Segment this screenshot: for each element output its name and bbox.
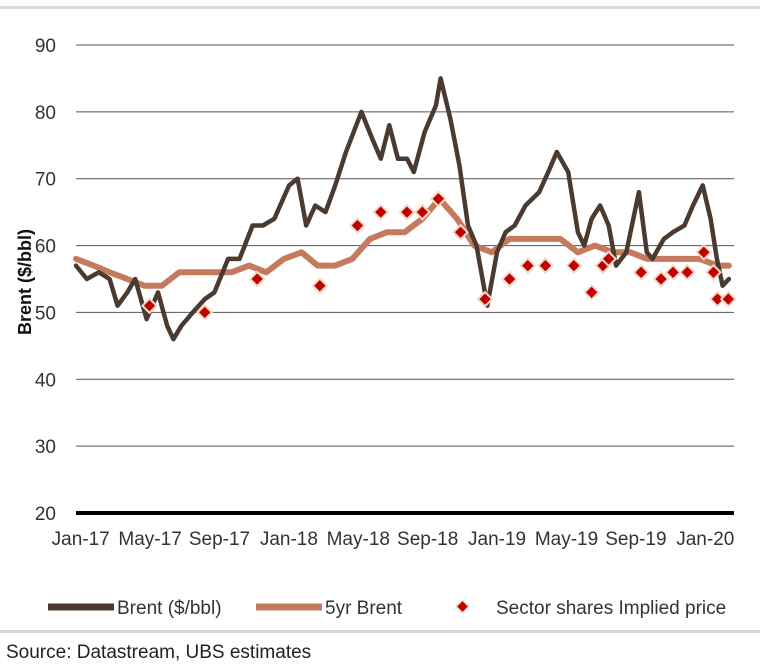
series-layer: [73, 76, 737, 342]
implied-price-point-1: [196, 303, 214, 321]
legend: Brent ($/bbl) 5yr Brent Sector shares Im…: [48, 598, 726, 619]
bottom-rule: [0, 630, 760, 633]
legend-label-implied-price: Sector shares Implied price: [496, 598, 726, 619]
implied-price-point-17: [600, 250, 618, 268]
legend-swatch-implied-price: [455, 599, 470, 614]
implied-price-point-0: [140, 297, 158, 315]
implied-price-point-20: [664, 263, 682, 281]
implied-price-point-5: [372, 203, 390, 221]
y-tick-30: 30: [35, 437, 56, 458]
implied-price-point-10: [476, 290, 494, 308]
x-tick-sep-18: Sep-18: [397, 529, 458, 550]
implied-price-point-21: [678, 263, 696, 281]
x-tick-labels: Jan-17 May-17 Sep-17 Jan-18 May-18 Sep-18 Jan-…: [52, 529, 735, 550]
implied-price-point-11: [501, 270, 519, 288]
implied-price-point-15: [583, 283, 601, 301]
implied-price-point-9: [452, 223, 470, 241]
y-tick-60: 60: [35, 237, 56, 258]
y-tick-70: 70: [35, 170, 56, 191]
implied-price-point-13: [536, 257, 554, 275]
implied-price-point-8: [429, 190, 447, 208]
implied-price-point-12: [519, 257, 537, 275]
y-tick-40: 40: [35, 370, 56, 391]
implied-price-point-24: [709, 290, 727, 308]
x-tick-jan-20: Jan-20: [676, 529, 734, 550]
series-line-brent: [73, 76, 732, 342]
x-tick-may-17: May-17: [118, 529, 181, 550]
y-tick-50: 50: [35, 303, 56, 324]
y-axis-label: Brent ($/bbl): [15, 229, 35, 335]
x-tick-jan-19: Jan-19: [468, 529, 526, 550]
x-tick-jan-17: Jan-17: [52, 529, 110, 550]
implied-price-point-6: [398, 203, 416, 221]
x-tick-sep-17: Sep-17: [189, 529, 250, 550]
x-tick-sep-19: Sep-19: [605, 529, 666, 550]
y-tick-labels: 20 30 40 50 60 70 80 90: [35, 36, 56, 525]
y-tick-80: 80: [35, 103, 56, 124]
top-rule: [0, 6, 760, 9]
implied-price-point-19: [652, 270, 670, 288]
y-tick-20: 20: [35, 504, 56, 525]
legend-label-brent: Brent ($/bbl): [117, 598, 222, 619]
implied-price-point-23: [704, 263, 722, 281]
grid-lines: [76, 44, 734, 515]
x-tick-may-18: May-18: [327, 529, 390, 550]
implied-price-point-3: [311, 277, 329, 295]
legend-label-5yr-brent: 5yr Brent: [325, 598, 403, 619]
implied-price-point-18: [632, 263, 650, 281]
implied-price-point-4: [348, 217, 366, 235]
x-tick-jan-18: Jan-18: [260, 529, 318, 550]
implied-price-point-22: [695, 243, 713, 261]
implied-price-point-14: [565, 257, 583, 275]
implied-price-point-2: [248, 270, 266, 288]
implied-price-point-25: [719, 290, 737, 308]
y-tick-90: 90: [35, 36, 56, 57]
source-note: Source: Datastream, UBS estimates: [6, 642, 312, 663]
x-tick-may-19: May-19: [535, 529, 598, 550]
implied-price-point-7: [413, 203, 431, 221]
